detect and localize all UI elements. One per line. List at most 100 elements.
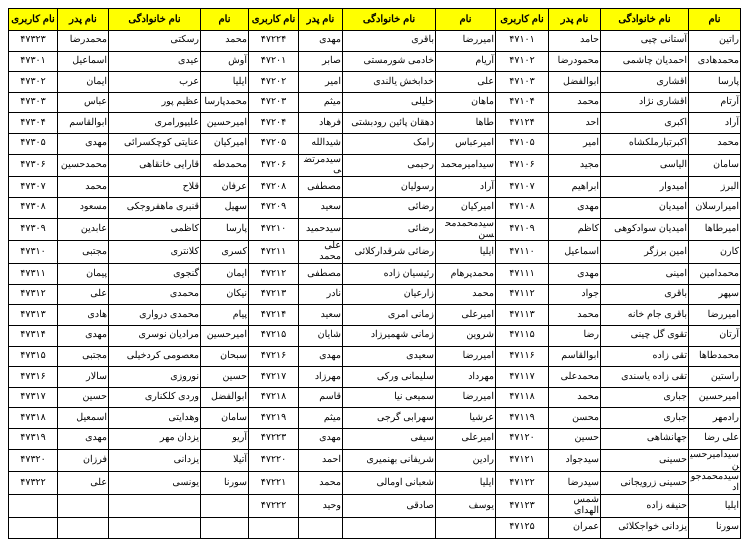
last-name-cell: احمدیان چاشمی xyxy=(600,50,689,73)
father-name-cell: محسن xyxy=(548,407,601,430)
father-name-cell xyxy=(298,517,343,539)
first-name-cell: امیرحسین xyxy=(200,325,249,347)
username-cell: ۴۷۱۰۴ xyxy=(495,91,549,114)
header-last-name: نام خانوادگی xyxy=(342,8,436,31)
first-name-cell: ایلیا xyxy=(200,71,249,93)
father-name-cell: فرزان xyxy=(57,448,109,473)
username-cell: ۴۷۱۲۲ xyxy=(495,471,549,496)
father-name-cell: عباس xyxy=(57,91,109,114)
last-name-cell: یزدان مهر xyxy=(108,428,201,450)
username-cell: ۴۷۲۱۸ xyxy=(248,386,299,409)
last-name-cell: کلانتری xyxy=(108,240,201,265)
first-name-cell: امیررضا xyxy=(435,30,496,52)
first-name-cell xyxy=(200,517,249,539)
username-cell: ۴۷۳۱۰ xyxy=(8,240,58,265)
last-name-cell: الیاسی xyxy=(600,153,689,178)
father-name-cell: مهدی xyxy=(548,197,601,219)
username-cell: ۴۷۳۱۱ xyxy=(8,263,58,285)
last-name-cell: جباری xyxy=(600,407,689,430)
username-cell: ۴۷۱۱۰ xyxy=(495,240,549,265)
last-name-cell: گنجوی xyxy=(108,263,201,285)
table-row: کارن امین برزگر اسماعیل ۴۷۱۱۰ ایلیا رضائی شرق… xyxy=(8,240,741,265)
father-name-cell: مهرزاد xyxy=(298,366,343,388)
last-name-cell: جباری xyxy=(600,386,689,409)
first-name-cell: ایلیا xyxy=(435,240,496,265)
username-cell: ۴۷۱۲۳ xyxy=(495,494,549,519)
first-name-cell: آرتان xyxy=(688,325,741,347)
last-name-cell: قلاح xyxy=(108,176,201,198)
username-cell: ۴۷۲۲۰ xyxy=(248,448,299,473)
first-name-cell: کسری xyxy=(200,240,249,265)
username-cell: ۴۷۱۰۸ xyxy=(495,197,549,219)
father-name-cell: فرهاد xyxy=(298,112,343,134)
first-name-cell: ماهان xyxy=(435,91,496,114)
first-name-cell: امیرعلی xyxy=(435,428,496,450)
father-name-cell: مهدی xyxy=(57,428,109,450)
father-name-cell: مجید xyxy=(548,153,601,178)
username-cell: ۴۷۱۰۶ xyxy=(495,153,549,178)
first-name-cell: محمدهادی xyxy=(688,50,741,73)
header-last-name: نام خانوادگی xyxy=(108,8,201,31)
last-name-cell: وهدایتی xyxy=(108,407,201,430)
table-row: علی رضا جهانشاهی حسین ۴۷۱۲۰ امیرعلی سیفی مهدی ۴… xyxy=(8,428,741,450)
table-row: راستین تقی زاده یاسندی محمدعلی ۴۷۱۱۷ مهرداد س… xyxy=(8,366,741,388)
last-name-cell: رئیسیان زاده xyxy=(342,263,436,285)
username-cell: ۴۷۲۰۴ xyxy=(248,112,299,134)
username-cell: ۴۷۲۱۳ xyxy=(248,283,299,306)
father-name-cell: مصطفی xyxy=(298,176,343,198)
first-name-cell: پارسا xyxy=(688,71,741,93)
father-name-cell: وحید xyxy=(298,494,343,519)
father-name-cell: ابوالفضل xyxy=(548,71,601,93)
first-name-cell: آریام xyxy=(435,50,496,73)
first-name-cell: علی xyxy=(435,71,496,93)
username-cell: ۴۷۲۱۹ xyxy=(248,407,299,430)
table-row: امیرارسلان امیدیان مهدی ۴۷۱۰۸ امیرکیان رضائی س… xyxy=(8,197,741,219)
username-cell: ۴۷۳۰۶ xyxy=(8,153,58,178)
father-name-cell: سیدحمید xyxy=(298,217,343,242)
father-name-cell: ابوالقاسم xyxy=(548,345,601,368)
first-name-cell: ایلیا xyxy=(435,471,496,496)
last-name-cell: رامک xyxy=(342,132,436,155)
table-row: سیدامیرحسین حسینی سیدجواد ۴۷۱۲۱ رادین شریفانی… xyxy=(8,448,741,473)
father-name-cell: علی xyxy=(57,471,109,496)
father-name-cell: ایمان xyxy=(57,71,109,93)
father-name-cell: مهدی xyxy=(298,345,343,368)
username-cell xyxy=(8,517,58,539)
header-first-name: نام xyxy=(435,8,496,31)
last-name-cell: تقوی گل چینی xyxy=(600,325,689,347)
father-name-cell xyxy=(57,494,109,519)
first-name-cell: محمد xyxy=(435,283,496,306)
table-row: محمدطاها تقی زاده ابوالقاسم ۴۷۱۱۶ امیررضا سعی… xyxy=(8,345,741,368)
first-name-cell: پارسا xyxy=(200,217,249,242)
last-name-cell: اقشاری xyxy=(600,71,689,93)
last-name-cell: شریفانی بهنمیری xyxy=(342,448,436,473)
first-name-cell: ایلیا xyxy=(688,494,741,519)
last-name-cell: عظیم پور xyxy=(108,91,201,114)
father-name-cell: مهدی xyxy=(548,263,601,285)
username-cell: ۴۷۲۱۷ xyxy=(248,366,299,388)
father-name-cell: مسعود xyxy=(57,197,109,219)
last-name-cell: دهقان پائین رودبشتی xyxy=(342,112,436,134)
first-name-cell: آریو xyxy=(200,428,249,450)
father-name-cell: هادی xyxy=(57,304,109,327)
father-name-cell: سیدرضا xyxy=(548,471,601,496)
last-name-cell: رسولیان xyxy=(342,176,436,198)
last-name-cell xyxy=(108,517,201,539)
father-name-cell: محمودرضا xyxy=(548,50,601,73)
father-name-cell: سعید xyxy=(298,304,343,327)
first-name-cell: کارن xyxy=(688,240,741,265)
father-name-cell: محمد xyxy=(57,176,109,198)
first-name-cell: یوسف xyxy=(435,494,496,519)
father-name-cell: مهدی xyxy=(298,428,343,450)
first-name-cell: آرتام xyxy=(688,91,741,114)
table-row: سپهر باقری جواد ۴۷۱۱۲ محمد زارعیان نادر ۴۷۲۱۳ نی… xyxy=(8,283,741,306)
header-last-name: نام خانوادگی xyxy=(600,8,689,31)
father-name-cell: ابراهیم xyxy=(548,176,601,198)
first-name-cell: نیکان xyxy=(200,283,249,306)
header-username: نام کاربری xyxy=(248,8,299,31)
last-name-cell: زمانی امری xyxy=(342,304,436,327)
last-name-cell: زمانی شهمیرزاد xyxy=(342,325,436,347)
father-name-cell: سیدمرتضی xyxy=(298,153,343,178)
student-roster-table: نام نام خانوادگی نام پدر نام کاربری نام نام خ… xyxy=(8,8,741,539)
first-name-cell: سهیل xyxy=(200,197,249,219)
